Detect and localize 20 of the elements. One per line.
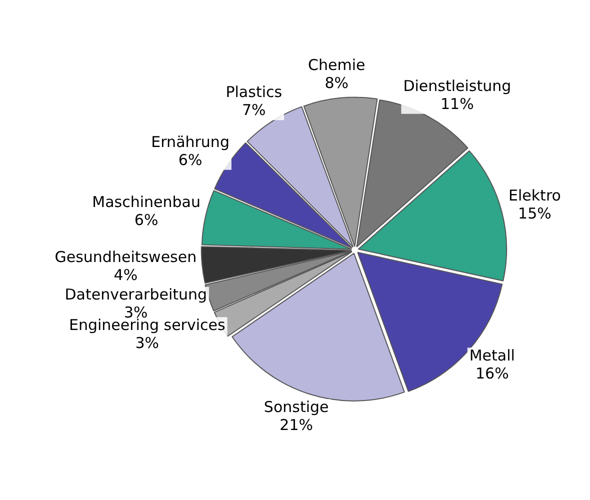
slice-label: Maschinenbau: [92, 193, 200, 212]
slice-label: Datenverarbeitung: [64, 286, 208, 304]
data-label: 6%: [134, 211, 158, 230]
data-label: 15%: [518, 204, 552, 223]
data-label: 4%: [114, 266, 138, 284]
slice-label: Gesundheitswesen: [54, 248, 197, 266]
data-label: 3%: [135, 334, 160, 352]
slice-label: Plastics: [226, 83, 282, 102]
slice-label: Dienstleistung: [403, 76, 512, 95]
data-label: 11%: [440, 94, 474, 113]
data-label: 7%: [242, 101, 266, 120]
data-label: 16%: [475, 364, 509, 382]
slice-label: Ernährung: [151, 132, 230, 151]
slice-label: Sonstige: [264, 398, 329, 416]
data-label: 6%: [178, 150, 202, 169]
slice-label: Metall: [469, 346, 515, 364]
slice-label: Elektro: [508, 186, 561, 205]
slice-label: Chemie: [308, 56, 366, 74]
data-label: 8%: [324, 74, 349, 92]
data-label: 21%: [280, 416, 314, 434]
